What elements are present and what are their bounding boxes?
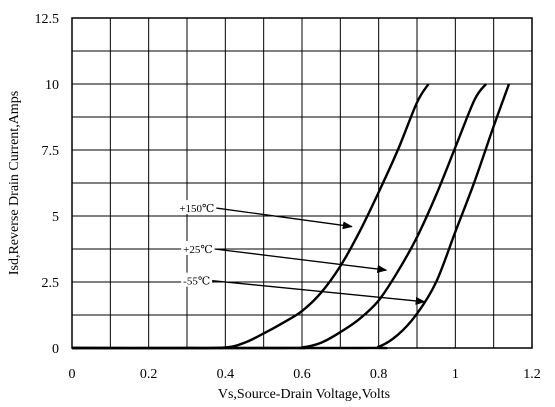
- annotation-arrow: [214, 248, 388, 273]
- tick-labels: 0 0.2 0.4 0.6 0.8 1 1.2 0 2.5 5 7.5 10 12.5: [35, 12, 541, 382]
- y-tick-label: 2.5: [42, 276, 60, 291]
- y-tick-label: 7.5: [42, 144, 60, 159]
- x-tick-label: 0.6: [293, 367, 311, 382]
- series-line: [71, 83, 511, 350]
- annotation-group: +150℃ +25℃ -55℃: [177, 200, 426, 305]
- annotation-label-bg: [177, 200, 217, 215]
- x-tick-label: 0.2: [140, 367, 158, 382]
- annotation-label: +25℃: [183, 244, 213, 256]
- annotation-label: +150℃: [179, 203, 214, 215]
- annotation-arrow: [212, 280, 426, 305]
- grid: [71, 17, 533, 349]
- x-tick-label: 1: [452, 367, 459, 382]
- annotation-arrow: [216, 207, 353, 230]
- y-axis-title: Isd,Reverse Drain Current,Amps: [7, 91, 22, 275]
- x-tick-label: 0: [69, 367, 76, 382]
- annotation-label-bg: [181, 241, 215, 255]
- x-tick-label: 0.8: [370, 367, 388, 382]
- x-axis-title: Vs,Source-Drain Voltage,Volts: [218, 387, 390, 402]
- x-tick-label: 1.2: [523, 367, 541, 382]
- y-tick-label: 5: [52, 210, 59, 225]
- y-tick-label: 0: [52, 342, 59, 357]
- y-tick-label: 12.5: [35, 12, 60, 27]
- annotation-label: -55℃: [183, 276, 210, 288]
- x-tick-label: 0.4: [217, 367, 235, 382]
- annotation-label-bg: [181, 272, 213, 287]
- series-group: [71, 83, 511, 350]
- y-tick-label: 10: [45, 78, 59, 93]
